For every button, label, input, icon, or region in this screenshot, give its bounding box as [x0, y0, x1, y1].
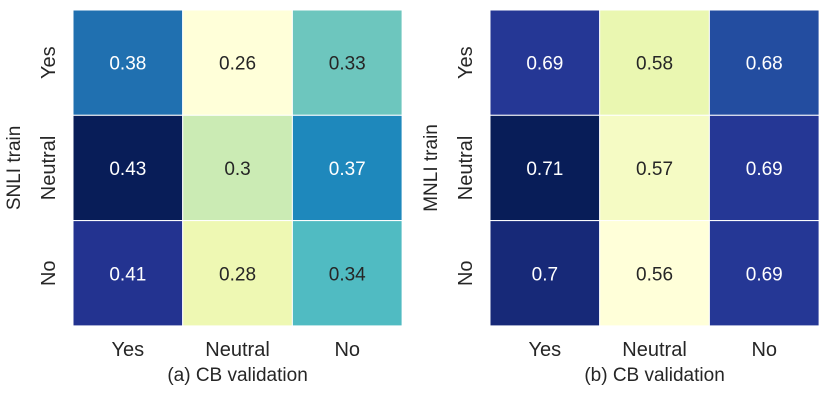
cell-value-label-b-r2-c2: 0.69 — [746, 264, 783, 285]
heatmap-cell-a-r2-c1 — [182, 220, 293, 327]
y-tick-label-b-0: Yes — [455, 46, 477, 79]
heatmap-cell-b-r2-c0 — [489, 220, 601, 327]
heatmap-cell-a-r0-c0 — [72, 9, 184, 116]
heatmap-cell-b-r0-c2 — [708, 9, 820, 116]
cell-value-label-a-r2-c0: 0.41 — [109, 264, 146, 285]
heatmap-cell-b-r0-c0 — [489, 9, 601, 116]
x-axis-label-b: (b) CB validation — [584, 365, 724, 386]
y-tick-label-b-2: No — [455, 260, 477, 286]
heatmap-cell-a-r2-c2 — [291, 220, 403, 327]
heatmap-cell-a-r2-c0 — [72, 220, 184, 327]
heatmap-cell-a-r1-c0 — [72, 114, 184, 222]
cell-value-label-b-r1-c0: 0.71 — [526, 159, 563, 180]
cell-value-label-b-r0-c2: 0.68 — [746, 54, 783, 75]
cell-value-label-a-r0-c2: 0.33 — [329, 54, 366, 75]
x-tick-label-a-0: Yes — [112, 339, 145, 361]
heatmap-cell-a-r1-c2 — [291, 114, 403, 222]
y-tick-label-a-1: Neutral — [38, 136, 60, 200]
cell-value-label-b-r0-c0: 0.69 — [526, 54, 563, 75]
x-tick-label-b-1: Neutral — [622, 339, 686, 361]
cell-value-label-b-r2-c1: 0.56 — [636, 264, 673, 285]
x-tick-label-a-1: Neutral — [205, 339, 269, 361]
cell-value-label-b-r1-c2: 0.69 — [746, 159, 783, 180]
heatmap-cell-b-r2-c1 — [599, 220, 710, 327]
cell-value-label-a-r2-c2: 0.34 — [329, 264, 366, 285]
cell-value-label-a-r2-c1: 0.28 — [219, 264, 256, 285]
heatmap-panel-b: 0.69 0.58 0.68 0.71 0.57 0.69 0.7 0.56 0.69 Yes Ne… — [421, 9, 820, 386]
cell-value-label-a-r1-c2: 0.37 — [329, 159, 366, 180]
x-axis-label-a: (a) CB validation — [167, 365, 307, 386]
y-tick-label-a-2: No — [38, 260, 60, 286]
x-tick-label-b-0: Yes — [529, 339, 562, 361]
heatmap-panel-a: 0.38 0.26 0.33 0.43 0.3 0.37 0.41 0.28 0.34 Yes Ne… — [4, 9, 403, 386]
heatmap-cell-b-r1-c1 — [599, 114, 710, 222]
y-axis-label-b: MNLI train — [421, 124, 442, 212]
cell-value-label-a-r0-c0: 0.38 — [109, 54, 146, 75]
cell-value-label-a-r0-c1: 0.26 — [219, 54, 256, 75]
cell-value-label-b-r2-c0: 0.7 — [532, 264, 558, 285]
heatmap-cell-b-r1-c0 — [489, 114, 601, 222]
heatmap-cell-a-r0-c2 — [291, 9, 403, 116]
y-axis-label-a: SNLI train — [4, 126, 25, 210]
cell-value-label-a-r1-c0: 0.43 — [109, 159, 146, 180]
cell-value-label-b-r1-c1: 0.57 — [636, 159, 673, 180]
y-tick-label-a-0: Yes — [38, 46, 60, 79]
heatmap-cell-b-r2-c2 — [708, 220, 820, 327]
y-tick-label-b-1: Neutral — [455, 136, 477, 200]
heatmap-cell-a-r0-c1 — [182, 9, 293, 116]
x-tick-label-b-2: No — [751, 339, 777, 361]
heatmap-cell-b-r1-c2 — [708, 114, 820, 222]
cell-value-label-b-r0-c1: 0.58 — [636, 54, 673, 75]
x-tick-label-a-2: No — [334, 339, 360, 361]
heatmap-cell-a-r1-c1 — [182, 114, 293, 222]
cell-value-label-a-r1-c1: 0.3 — [224, 159, 250, 180]
